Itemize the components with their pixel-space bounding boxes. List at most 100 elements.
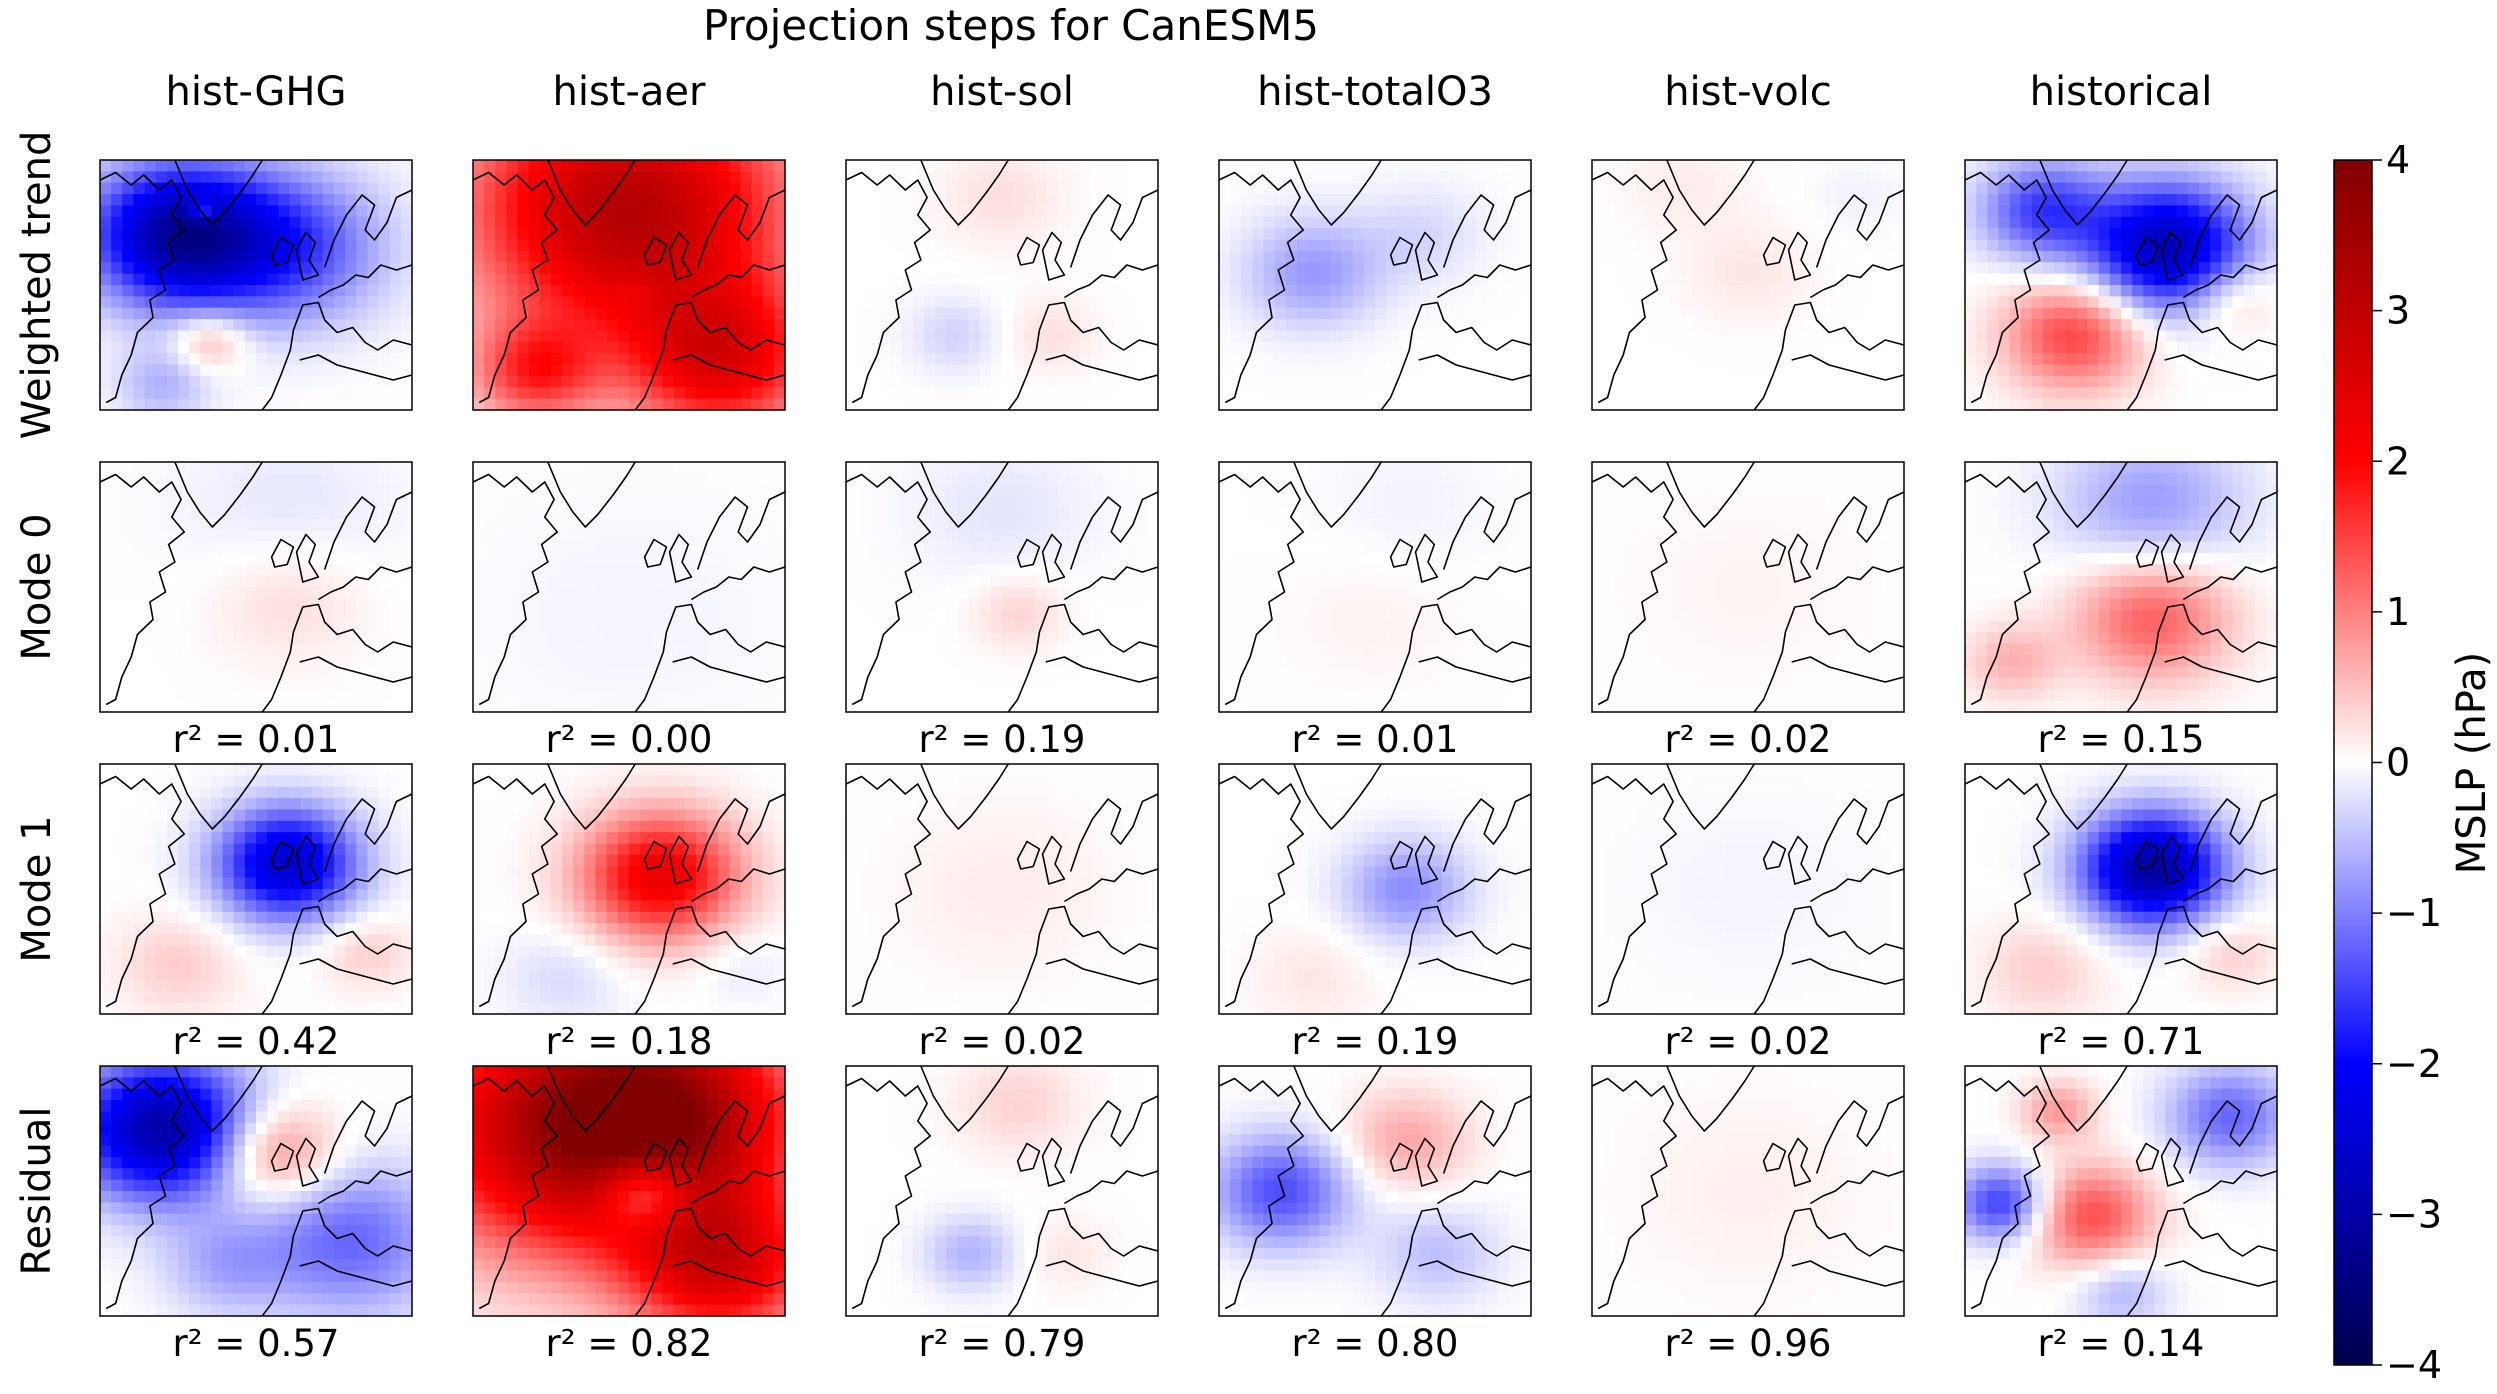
field-cell <box>662 462 674 474</box>
field-cell <box>1330 240 1342 252</box>
field-cell <box>390 485 402 497</box>
field-cell <box>1375 194 1387 206</box>
field-cell <box>1002 240 1014 252</box>
field-cell <box>1804 228 1816 240</box>
field-cell <box>2232 296 2244 308</box>
field-cell <box>1486 274 1498 286</box>
field-cell <box>484 251 496 263</box>
field-cell <box>2188 296 2200 308</box>
field-cell <box>1826 160 1838 172</box>
field-cell <box>529 342 541 354</box>
field-cell <box>957 160 969 172</box>
field-cell <box>891 376 903 388</box>
field-cell <box>573 598 585 610</box>
field-cell <box>367 353 379 365</box>
field-cell <box>707 655 719 667</box>
field-cell <box>1859 399 1871 411</box>
field-cell <box>540 365 552 377</box>
field-cell <box>596 160 608 172</box>
field-cell <box>1102 376 1114 388</box>
field-cell <box>167 285 179 297</box>
field-cell <box>1837 353 1849 365</box>
field-cell <box>1603 217 1615 229</box>
field-cell <box>2099 228 2111 240</box>
field-cell <box>551 376 563 388</box>
field-cell <box>957 228 969 240</box>
field-cell <box>2154 365 2166 377</box>
field-cell <box>278 701 290 713</box>
field-cell <box>289 701 301 713</box>
field-cell <box>752 183 764 195</box>
field-cell <box>1058 251 1070 263</box>
field-cell <box>1726 205 1738 217</box>
field-cell <box>111 194 123 206</box>
field-cell <box>356 655 368 667</box>
field-cell <box>145 507 157 519</box>
field-cell <box>1726 240 1738 252</box>
field-cell <box>1453 376 1465 388</box>
field-cell <box>763 399 775 411</box>
field-cell <box>1987 228 1999 240</box>
field-cell <box>1252 353 1264 365</box>
field-cell <box>167 353 179 365</box>
field-cell <box>278 587 290 599</box>
field-cell <box>401 171 413 183</box>
field-cell <box>729 171 741 183</box>
field-cell <box>1308 228 1320 240</box>
field-cell <box>763 587 775 599</box>
field-cell <box>100 598 112 610</box>
field-cell <box>1058 171 1070 183</box>
field-cell <box>2244 240 2256 252</box>
field-cell <box>707 689 719 701</box>
field-cell <box>518 553 530 565</box>
field-cell <box>133 353 145 365</box>
field-cell <box>2143 342 2155 354</box>
field-cell <box>946 330 958 342</box>
field-cell <box>1882 228 1894 240</box>
field-cell <box>1264 399 1276 411</box>
field-cell <box>2232 171 2244 183</box>
field-cell <box>1353 330 1365 342</box>
field-cell <box>1976 160 1988 172</box>
field-cell <box>729 399 741 411</box>
field-cell <box>2032 376 2044 388</box>
field-cell <box>729 678 741 690</box>
field-cell <box>685 485 697 497</box>
field-cell <box>1002 205 1014 217</box>
field-cell <box>1069 183 1081 195</box>
field-cell <box>122 553 134 565</box>
field-cell <box>1893 217 1905 229</box>
field-cell <box>1264 342 1276 354</box>
field-cell <box>1848 251 1860 263</box>
field-cell <box>178 542 190 554</box>
field-cell <box>379 296 391 308</box>
field-cell <box>178 678 190 690</box>
field-cell <box>2166 262 2178 274</box>
field-cell <box>1748 251 1760 263</box>
field-cell <box>2177 387 2189 399</box>
field-cell <box>1737 308 1749 320</box>
field-cell <box>2255 342 2267 354</box>
field-cell <box>1965 217 1977 229</box>
field-cell <box>2043 376 2055 388</box>
field-cell <box>2188 274 2200 286</box>
field-cell <box>562 365 574 377</box>
field-cell <box>2244 330 2256 342</box>
field-cell <box>2244 251 2256 263</box>
field-cell <box>1136 240 1148 252</box>
field-cell <box>495 217 507 229</box>
field-cell <box>674 564 686 576</box>
field-cell <box>133 462 145 474</box>
field-cell <box>2021 330 2033 342</box>
field-cell <box>1102 285 1114 297</box>
field-cell <box>1047 217 1059 229</box>
field-cell <box>234 296 246 308</box>
field-cell <box>495 632 507 644</box>
field-cell <box>111 228 123 240</box>
field-cell <box>763 319 775 331</box>
field-cell <box>1692 353 1704 365</box>
field-cell <box>1035 296 1047 308</box>
field-cell <box>367 285 379 297</box>
field-cell <box>367 678 379 690</box>
field-cell <box>1252 296 1264 308</box>
